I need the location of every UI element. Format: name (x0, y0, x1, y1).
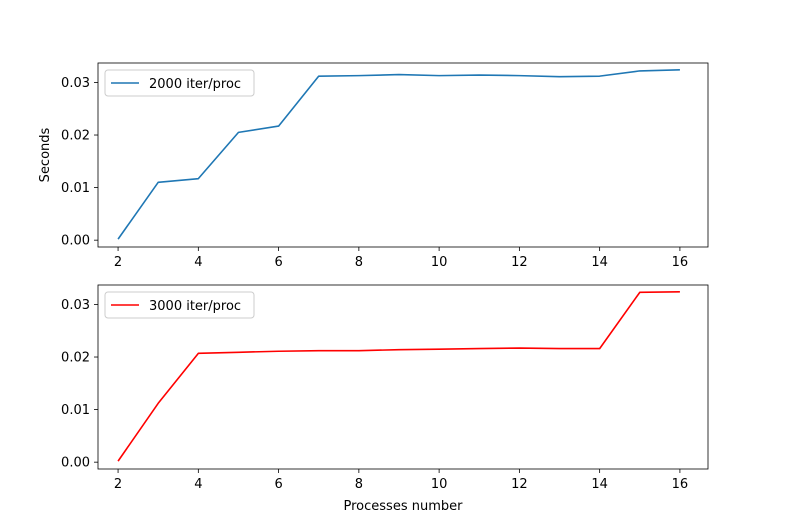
series-layer-bottom (117, 291, 680, 462)
x-tick-label-top-10: 10 (431, 255, 448, 270)
x-tick-label-top-2: 2 (114, 255, 122, 270)
x-tick-label-top-8: 8 (355, 255, 363, 270)
ticks-layer-top: 2 4 6 8 10 12 14 16 0.00 0.01 0.02 0.03 (61, 76, 688, 270)
x-tick-label-bottom-2: 2 (114, 477, 122, 492)
y-tick-label-bottom-2: 0.02 (61, 351, 90, 366)
ticks-layer-bottom: 2 4 6 8 10 12 14 16 0.00 0.01 0.02 0.03 (61, 298, 688, 492)
x-tick-label-bottom-10: 10 (431, 477, 448, 492)
series-line-bottom-0 (117, 291, 680, 462)
plot-frame-bottom (97, 284, 709, 470)
x-tick-label-bottom-6: 6 (274, 477, 282, 492)
y-tick-label-bottom-3: 0.03 (61, 298, 90, 313)
y-tick-label-bottom-1: 0.01 (61, 403, 90, 418)
series-line-top-0 (117, 69, 680, 240)
legend-bottom: 3000 iter/proc (104, 291, 255, 319)
y-tick-label-top-3: 0.03 (61, 76, 90, 91)
x-tick-label-bottom-12: 12 (511, 477, 528, 492)
x-axis-label-bottom: Processes number (344, 499, 464, 514)
x-tick-label-bottom-8: 8 (355, 477, 363, 492)
y-axis-label-top: Seconds (38, 127, 53, 182)
x-tick-label-bottom-14: 14 (591, 477, 608, 492)
x-tick-label-top-4: 4 (194, 255, 202, 270)
legend-top: 2000 iter/proc (104, 69, 255, 97)
legend-label-3000: 3000 iter/proc (149, 299, 241, 314)
legend-box-bottom (104, 291, 255, 319)
subplot-top: 2 4 6 8 10 12 14 16 0.00 0.01 0.02 0.03 Seconds 200… (38, 62, 709, 270)
legend-box-top (104, 69, 255, 97)
plot-frame-top (97, 62, 709, 248)
y-tick-label-top-1: 0.01 (61, 181, 90, 196)
legend-label-2000: 2000 iter/proc (149, 77, 241, 92)
series-layer-top (117, 69, 680, 240)
x-tick-label-top-16: 16 (672, 255, 689, 270)
x-tick-label-top-6: 6 (274, 255, 282, 270)
x-tick-label-top-12: 12 (511, 255, 528, 270)
y-tick-label-bottom-0: 0.00 (61, 456, 90, 471)
y-tick-label-top-0: 0.00 (61, 234, 90, 249)
y-tick-label-top-2: 0.02 (61, 129, 90, 144)
x-tick-label-bottom-16: 16 (672, 477, 689, 492)
x-tick-label-bottom-4: 4 (194, 477, 202, 492)
x-tick-label-top-14: 14 (591, 255, 608, 270)
subplot-bottom: 2 4 6 8 10 12 14 16 0.00 0.01 0.02 0.03 Processes n… (61, 284, 709, 514)
